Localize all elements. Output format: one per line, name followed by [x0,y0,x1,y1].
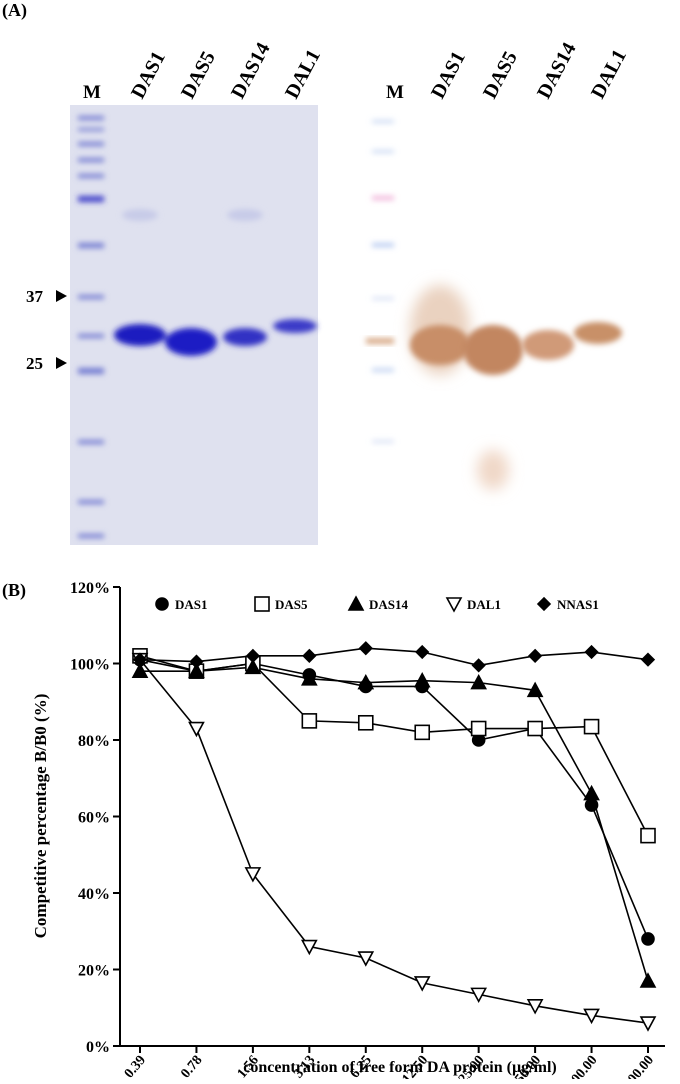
data-point [527,648,543,663]
blot-ladder [372,120,394,443]
legend-marker [155,597,169,611]
y-tick-label: 80% [78,733,110,750]
data-point [639,972,657,988]
legend-marker [254,596,270,612]
data-point [244,867,262,883]
data-point [302,648,317,663]
data-point [584,644,599,660]
y-tick-label: 40% [78,886,110,903]
y-tick-label: 120% [70,580,110,597]
series-line [140,666,649,982]
legend-marker [536,596,552,612]
ladder [78,116,104,538]
mw-label: 37 [26,287,44,306]
data-point [244,658,262,675]
data-point [300,939,318,956]
data-point [415,644,430,660]
lane-label: DAL1 [587,46,631,102]
lane-label: M [83,82,101,103]
data-point [189,654,204,669]
blot-bands [366,285,622,490]
legend-label: NNAS1 [557,597,599,612]
data-point [357,714,374,731]
data-point [526,681,544,698]
lane-label: DAS5 [479,48,522,102]
data-point [583,1008,600,1025]
data-point [471,658,486,673]
data-point [300,670,318,686]
x-tick-label: 200.00 [621,1053,657,1079]
x-tick-label: 0.78 [178,1053,205,1079]
lane-label: DAS1 [127,48,170,102]
legend-marker [445,597,463,613]
series-line [139,655,649,836]
y-tick-label: 20% [78,963,110,980]
data-point [583,718,600,735]
series-line [139,659,649,1024]
data-point [470,987,488,1004]
data-point [245,648,261,663]
data-point [527,720,543,737]
data-point [526,999,544,1015]
mw-arrow [56,357,67,369]
mw-arrow [56,290,67,302]
lane-label: DAS14 [227,39,275,102]
data-point [639,1016,657,1032]
data-point [188,721,205,738]
data-point [131,662,149,678]
series-line [139,658,649,940]
series-line [139,647,649,667]
gel-bands [114,209,317,356]
data-point [640,652,656,667]
data-point [188,662,205,678]
legend-label: DAS1 [175,597,208,612]
panel-label: (A) [2,0,27,21]
data-point [301,713,318,729]
data-point [132,652,148,667]
data-point [641,932,655,946]
legend-label: DAS14 [369,597,409,612]
legend-label: DAS5 [275,597,308,612]
y-axis-title: Competitive percentage B/B0 (%) [31,694,50,939]
x-axis-title: concentration of free form DA protein (µ… [243,1059,556,1076]
x-tick-label: 100.00 [564,1053,600,1079]
data-point [413,976,431,992]
data-point [584,798,599,812]
data-point [470,720,487,737]
data-point [640,827,656,844]
lane-label: DAS1 [427,48,470,102]
x-tick-label: 0.39 [122,1053,149,1079]
data-point [413,672,431,688]
lane-label: M [386,82,404,103]
lane-label: DAS14 [533,39,581,102]
legend-marker [347,595,365,611]
y-tick-label: 0% [86,1039,110,1056]
data-point [357,951,375,967]
lane-label: DAL1 [281,46,325,102]
lane-label: DAS5 [177,48,220,102]
mw-label: 25 [26,354,43,373]
data-point [357,673,375,690]
legend-label: DAL1 [467,597,501,612]
y-tick-label: 60% [78,810,110,827]
data-point [414,724,431,741]
data-point [358,641,373,656]
y-tick-label: 100% [70,657,110,674]
data-point [583,784,600,801]
data-point [470,673,488,690]
panel-label: (B) [2,580,26,601]
